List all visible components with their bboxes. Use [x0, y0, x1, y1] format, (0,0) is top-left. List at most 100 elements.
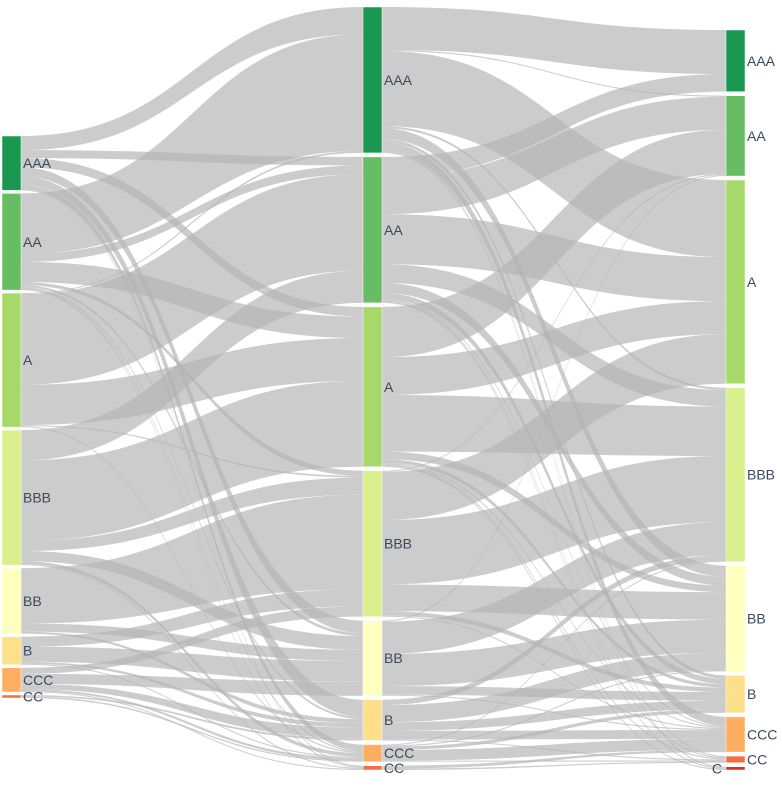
node-label-aaa-col2: AAA: [747, 53, 776, 69]
node-label-aa-col1: AA: [384, 222, 403, 238]
node-a-col2[interactable]: [725, 179, 746, 384]
link-ccc-col1-to-bb-col2[interactable]: [382, 670, 726, 747]
node-aa-col1[interactable]: [362, 156, 383, 304]
node-label-bb-col0: BB: [23, 593, 42, 609]
link-cc-col0-to-ccc-col1[interactable]: [21, 696, 363, 762]
link-aa-col0-to-cc-col1[interactable]: [21, 289, 363, 768]
link-b-col1-to-bbb-col2[interactable]: [382, 555, 726, 706]
link-bbb-col1-to-aa-col2[interactable]: [382, 173, 726, 472]
node-label-cc-col2: CC: [747, 751, 767, 767]
node-bb-col0[interactable]: [1, 567, 22, 634]
link-ccc-col0-to-cc-col1[interactable]: [21, 690, 363, 770]
link-bbb-col0-to-bbb-col1[interactable]: [21, 477, 363, 552]
nodes-layer: [1, 6, 746, 771]
node-bbb-col0[interactable]: [1, 429, 22, 566]
link-ccc-col1-to-ccc-col2[interactable]: [382, 738, 726, 761]
link-bbb-col1-to-ccc-col2[interactable]: [382, 615, 726, 729]
link-bb-col0-to-b-col1[interactable]: [21, 631, 363, 724]
node-label-cc-col1: CC: [384, 760, 404, 776]
link-b-col1-to-b-col2[interactable]: [382, 700, 726, 731]
node-label-a-col1: A: [384, 379, 394, 395]
node-label-bb-col1: BB: [384, 650, 403, 666]
node-aaa-col1[interactable]: [362, 6, 383, 154]
link-a-col0-to-aa-col1[interactable]: [21, 174, 363, 385]
node-b-col2[interactable]: [725, 675, 746, 714]
link-cc-col1-to-cc-col2[interactable]: [382, 761, 726, 770]
link-a-col1-to-aa-col2[interactable]: [382, 129, 726, 358]
link-a-col0-to-aaa-col1[interactable]: [21, 150, 363, 295]
node-label-bbb-col0: BBB: [23, 490, 51, 506]
link-b-col0-to-bb-col1[interactable]: [21, 646, 363, 682]
link-aaa-col0-to-aaa-col1[interactable]: [21, 7, 363, 151]
node-ccc-col0[interactable]: [1, 667, 22, 693]
node-label-aa-col2: AA: [747, 128, 766, 144]
link-bbb-col0-to-aa-col1[interactable]: [21, 270, 363, 461]
node-label-c-col2: C: [712, 760, 722, 776]
link-ccc-col1-to-b-col2[interactable]: [382, 709, 726, 750]
node-a-col0[interactable]: [1, 292, 22, 428]
node-ccc-col2[interactable]: [725, 716, 746, 753]
node-cc-col1[interactable]: [362, 765, 383, 771]
link-bbb-col1-to-a-col2[interactable]: [382, 334, 726, 521]
node-a-col1[interactable]: [362, 306, 383, 467]
node-aa-col2[interactable]: [725, 95, 746, 177]
labels-layer: AAAAAABBBBBBCCCCCAAAAAABBBBBBCCCCCAAAAAA…: [23, 53, 777, 777]
link-bb-col1-to-bbb-col2[interactable]: [382, 522, 726, 654]
link-ccc-col0-to-b-col1[interactable]: [21, 683, 363, 739]
node-label-cc-col0: CC: [23, 688, 43, 704]
node-label-ccc-col0: CCC: [23, 672, 53, 688]
link-ccc-col1-to-bbb-col2[interactable]: [382, 560, 726, 746]
node-cc-col2[interactable]: [725, 755, 746, 763]
node-label-a-col0: A: [23, 352, 33, 368]
node-label-ccc-col1: CCC: [384, 745, 414, 761]
link-cc-col1-to-ccc-col2[interactable]: [382, 749, 726, 769]
link-bb-col1-to-aa-col2[interactable]: [382, 174, 726, 622]
node-label-bb-col2: BB: [747, 611, 766, 627]
node-label-aa-col0: AA: [23, 234, 42, 250]
node-b-col0[interactable]: [1, 636, 22, 666]
node-bb-col2[interactable]: [725, 565, 746, 672]
node-label-bbb-col2: BBB: [747, 467, 775, 483]
node-aa-col0[interactable]: [1, 193, 22, 291]
link-bbb-col1-to-bbb-col2[interactable]: [382, 456, 726, 585]
node-label-b-col1: B: [384, 712, 393, 728]
node-label-b-col2: B: [747, 686, 756, 702]
node-label-aaa-col1: AAA: [384, 72, 413, 88]
link-a-col1-to-c-col2[interactable]: [382, 465, 726, 770]
node-aaa-col2[interactable]: [725, 29, 746, 92]
link-ccc-col0-to-bb-col1[interactable]: [21, 673, 363, 696]
link-aaa-col1-to-c-col2[interactable]: [382, 151, 726, 768]
link-b-col1-to-ccc-col2[interactable]: [382, 730, 726, 740]
link-aaa-col1-to-aaa-col2[interactable]: [382, 7, 726, 75]
link-bbb-col0-to-a-col1[interactable]: [21, 380, 363, 541]
link-aa-col1-to-aa-col2[interactable]: [382, 96, 726, 215]
link-ccc-col0-to-ccc-col1[interactable]: [21, 688, 363, 761]
link-cc-col0-to-b-col1[interactable]: [21, 694, 363, 741]
node-ccc-col1[interactable]: [362, 744, 383, 762]
node-bb-col1[interactable]: [362, 620, 383, 697]
link-b-col1-to-bb-col2[interactable]: [382, 652, 726, 723]
link-aa-col1-to-aaa-col2[interactable]: [382, 74, 726, 177]
link-b-col0-to-bbb-col1[interactable]: [21, 589, 363, 647]
node-label-aaa-col0: AAA: [23, 155, 52, 171]
node-label-a-col2: A: [747, 274, 757, 290]
link-a-col1-to-a-col2[interactable]: [382, 301, 726, 395]
link-aaa-col1-to-aa-col2[interactable]: [382, 49, 726, 97]
link-aaa-col1-to-cc-col2[interactable]: [382, 150, 726, 758]
node-b-col1[interactable]: [362, 699, 383, 741]
link-ccc-col0-to-bbb-col1[interactable]: [21, 606, 363, 674]
node-c-col2[interactable]: [725, 766, 746, 771]
node-aaa-col0[interactable]: [1, 135, 22, 191]
node-label-bbb-col1: BBB: [384, 536, 412, 552]
node-cc-col0[interactable]: [1, 694, 22, 699]
node-bbb-col1[interactable]: [362, 470, 383, 617]
link-b-col0-to-b-col1[interactable]: [21, 661, 363, 728]
node-label-ccc-col2: CCC: [747, 726, 777, 742]
link-ccc-col1-to-cc-col2[interactable]: [382, 760, 726, 762]
links-layer: [21, 7, 726, 770]
node-bbb-col2[interactable]: [725, 387, 746, 562]
node-label-b-col0: B: [23, 643, 32, 659]
link-aa-col0-to-aaa-col1[interactable]: [21, 34, 363, 254]
link-aa-col0-to-aa-col1[interactable]: [21, 165, 363, 262]
link-bb-col0-to-bbb-col1[interactable]: [21, 494, 363, 624]
